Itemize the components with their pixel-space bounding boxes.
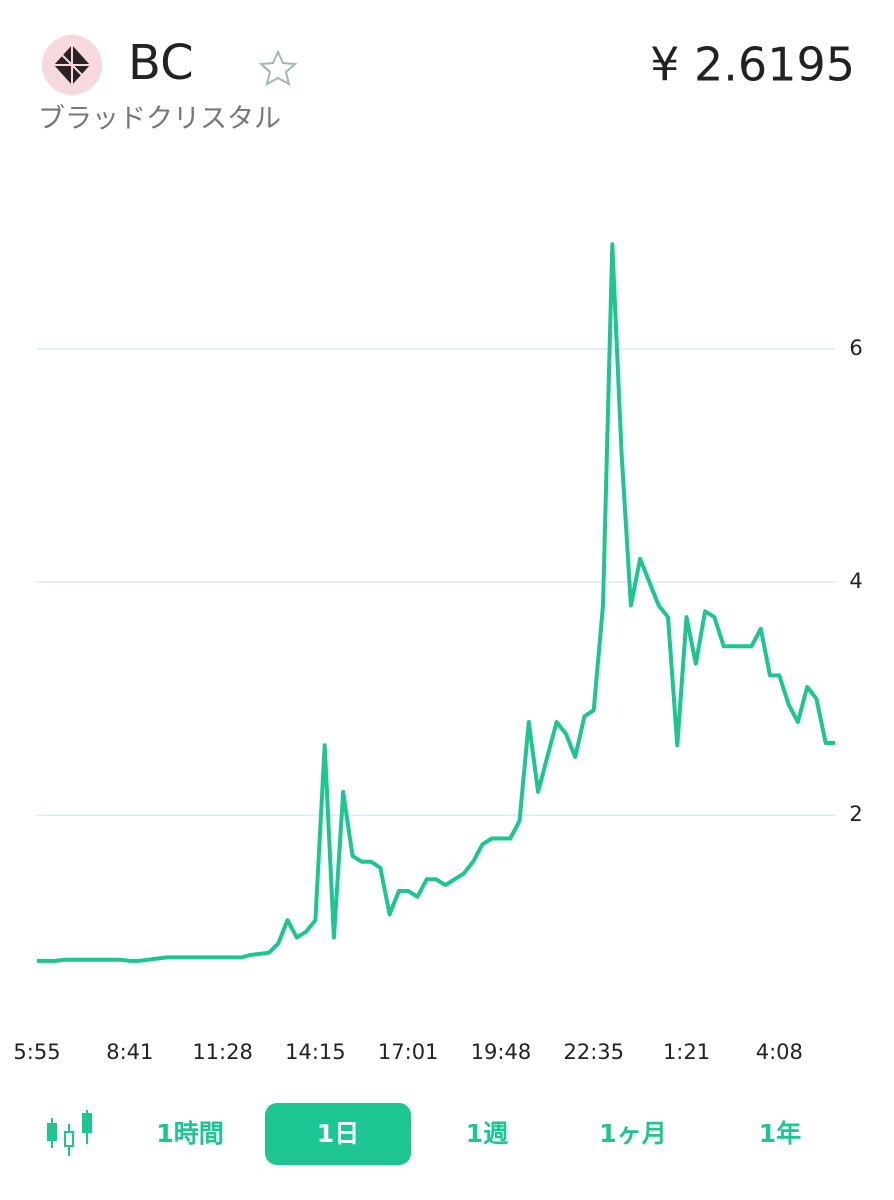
x-tick-label: 1:21 bbox=[663, 1040, 710, 1064]
tab[interactable]: 1年 bbox=[759, 1119, 801, 1148]
x-tick-label: 17:01 bbox=[378, 1040, 439, 1064]
y-tick-label: 4 bbox=[849, 569, 862, 593]
tab[interactable]: 1時間 bbox=[156, 1119, 223, 1148]
price: ¥ 2.6195 bbox=[650, 38, 855, 92]
x-tick-label: 8:41 bbox=[106, 1040, 153, 1064]
coin-icon-lines bbox=[54, 45, 90, 85]
y-tick-label: 6 bbox=[849, 336, 862, 360]
price-line bbox=[37, 242, 835, 963]
coin-name: ブラッドクリスタル bbox=[38, 104, 281, 135]
x-tick-label: 11:28 bbox=[192, 1040, 253, 1064]
tab[interactable]: 1ヶ月 bbox=[599, 1119, 666, 1148]
y-tick-label: 2 bbox=[849, 802, 862, 826]
candle-icon[interactable] bbox=[47, 1110, 92, 1156]
tab[interactable]: 1週 bbox=[466, 1119, 508, 1148]
x-tick-label: 19:48 bbox=[471, 1040, 532, 1064]
tab-selected-bg[interactable] bbox=[265, 1103, 411, 1165]
tab[interactable]: 1日 bbox=[317, 1119, 359, 1148]
symbol: BC bbox=[128, 35, 194, 91]
favorite-star[interactable] bbox=[258, 49, 298, 86]
x-tick-label: 14:15 bbox=[285, 1040, 346, 1064]
x-tick-label: 22:35 bbox=[563, 1040, 624, 1064]
x-tick-label: 4:08 bbox=[756, 1040, 803, 1064]
x-tick-label: 5:55 bbox=[13, 1040, 60, 1064]
